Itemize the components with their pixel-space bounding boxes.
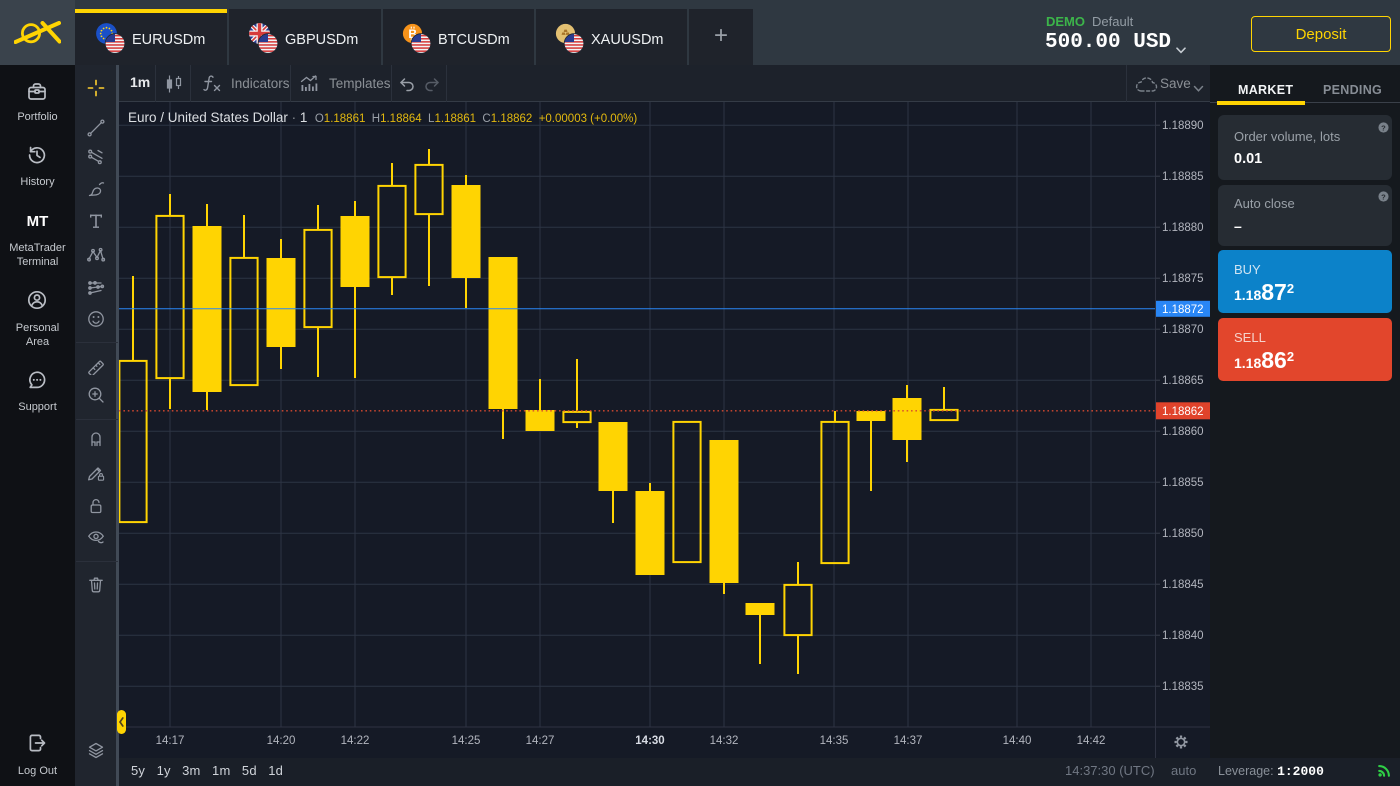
svg-text:1.18890: 1.18890 <box>1162 120 1204 132</box>
svg-text:14:40: 14:40 <box>1003 735 1032 747</box>
svg-text:14:27: 14:27 <box>526 735 555 747</box>
svg-text:14:25: 14:25 <box>452 735 481 747</box>
svg-text:14:35: 14:35 <box>820 735 849 747</box>
svg-text:1.18875: 1.18875 <box>1162 273 1204 285</box>
svg-text:14:17: 14:17 <box>156 735 185 747</box>
svg-text:14:30: 14:30 <box>635 735 664 747</box>
svg-text:1.18862: 1.18862 <box>1162 406 1204 418</box>
svg-text:1.18855: 1.18855 <box>1162 477 1204 489</box>
svg-text:1.18865: 1.18865 <box>1162 375 1204 387</box>
svg-text:1.18845: 1.18845 <box>1162 579 1204 591</box>
svg-text:1.18870: 1.18870 <box>1162 324 1204 336</box>
svg-text:?: ? <box>1381 192 1386 201</box>
svg-text:?: ? <box>1381 123 1386 132</box>
svg-text:1.18850: 1.18850 <box>1162 528 1204 540</box>
svg-text:1.18880: 1.18880 <box>1162 222 1204 234</box>
svg-text:1.18860: 1.18860 <box>1162 426 1204 438</box>
svg-text:14:42: 14:42 <box>1077 735 1106 747</box>
svg-text:1.18872: 1.18872 <box>1162 304 1204 316</box>
svg-text:1.18840: 1.18840 <box>1162 630 1204 642</box>
svg-text:B: B <box>408 27 417 41</box>
svg-text:14:22: 14:22 <box>341 735 370 747</box>
svg-text:14:20: 14:20 <box>267 735 296 747</box>
svg-text:14:37: 14:37 <box>894 735 923 747</box>
svg-text:1.18835: 1.18835 <box>1162 681 1204 693</box>
svg-text:14:32: 14:32 <box>710 735 739 747</box>
svg-text:1.18885: 1.18885 <box>1162 171 1204 183</box>
